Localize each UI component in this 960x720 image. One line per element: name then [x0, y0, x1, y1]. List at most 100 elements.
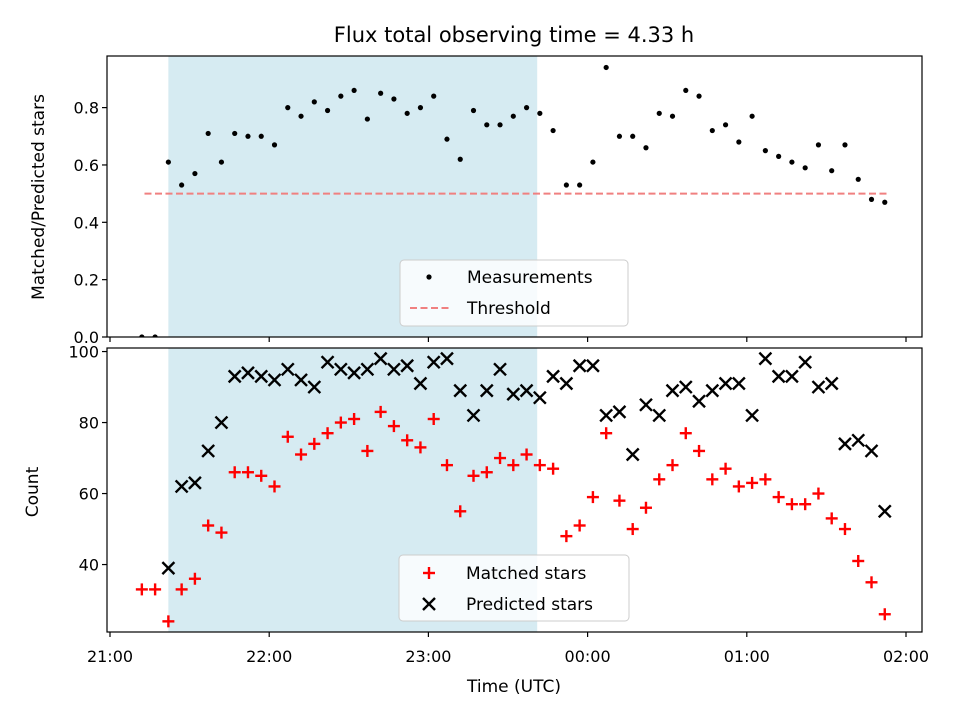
- matched-star-point: [295, 448, 308, 461]
- ratio-y-tick-label: 0.2: [74, 271, 99, 290]
- measurement-point: [351, 87, 357, 94]
- matched-star-point: [308, 437, 321, 450]
- predicted-star-point: [161, 561, 176, 575]
- matched-star-point: [878, 608, 891, 621]
- measurement-point: [669, 113, 676, 119]
- count-y-tick-label: 100: [68, 343, 99, 362]
- predicted-star-point: [413, 376, 428, 391]
- predicted-star-point: [360, 362, 375, 377]
- predicted-star-point: [838, 437, 852, 451]
- predicted-star-point: [320, 355, 335, 370]
- x-tick-label: 00:00: [565, 647, 611, 666]
- ratio-y-tick-label: 0.8: [74, 99, 99, 118]
- measurement-point: [378, 90, 384, 96]
- matched-star-point: [838, 523, 851, 536]
- matched-star-point: [520, 448, 533, 461]
- matched-star-point: [268, 480, 281, 493]
- matched-star-point: [719, 462, 732, 475]
- legend-label-matched: Matched stars: [466, 564, 586, 584]
- predicted-star-point: [466, 408, 481, 423]
- matched-star-point: [188, 572, 201, 585]
- predicted-star-point: [519, 383, 534, 398]
- measurement-point: [722, 122, 729, 128]
- matched-star-point: [693, 444, 706, 457]
- matched-star-point: [865, 576, 878, 589]
- predicted-star-point: [758, 351, 773, 366]
- predicted-star-point: [347, 366, 361, 380]
- matched-star-point: [600, 427, 613, 440]
- measurement-point: [218, 159, 225, 165]
- matched-star-point: [679, 427, 692, 440]
- matched-star-point: [175, 583, 188, 596]
- measurement-point: [444, 136, 450, 142]
- measurement-point: [616, 133, 623, 139]
- matched-star-point: [387, 420, 400, 433]
- predicted-star-point: [280, 362, 295, 377]
- predicted-star-point: [877, 504, 892, 519]
- matched-star-point: [374, 405, 387, 418]
- matched-star-point: [706, 473, 719, 486]
- measurement-point: [417, 105, 424, 111]
- predicted-star-point: [241, 366, 255, 380]
- matched-star-point: [560, 530, 573, 543]
- legend-marker-matched: [423, 567, 435, 579]
- predicted-star-point: [559, 376, 574, 391]
- predicted-star-point: [201, 444, 216, 458]
- predicted-star-point: [440, 351, 454, 366]
- measurement-point: [285, 105, 291, 111]
- predicted-star-point: [400, 358, 415, 373]
- matched-star-point: [414, 441, 427, 454]
- predicted-star-point: [771, 369, 786, 384]
- predicted-star-point: [745, 408, 759, 423]
- measurement-point: [882, 199, 888, 205]
- ratio-y-tick-label: 0.6: [74, 156, 99, 175]
- measurement-point: [324, 107, 331, 114]
- matched-star-point: [626, 523, 639, 536]
- measurement-point: [192, 170, 198, 177]
- predicted-star-point: [453, 383, 468, 398]
- matched-star-point: [812, 487, 825, 500]
- matched-star-point: [135, 583, 148, 596]
- measurement-point: [577, 182, 583, 188]
- measurement-point: [802, 165, 808, 171]
- predicted-star-point: [294, 373, 308, 387]
- measurement-point: [484, 122, 490, 128]
- measurement-point: [311, 99, 317, 105]
- measurement-point: [563, 182, 569, 188]
- predicted-star-point: [798, 355, 813, 370]
- measurement-point: [470, 107, 477, 114]
- matched-star-point: [785, 498, 798, 511]
- matched-star-point: [401, 434, 414, 447]
- measurement-point: [789, 159, 795, 165]
- predicted-star-point: [625, 447, 640, 462]
- predicted-star-point: [864, 444, 879, 458]
- measurement-point: [523, 105, 530, 111]
- measurement-point: [510, 113, 516, 119]
- predicted-star-point: [731, 376, 746, 391]
- predicted-star-point: [718, 376, 733, 391]
- measurement-point: [749, 113, 755, 119]
- measurement-point: [762, 148, 768, 154]
- legend-label-measurements: Measurements: [467, 268, 593, 288]
- ratio-y-tick-label: 0.4: [74, 213, 99, 232]
- measurement-point: [683, 87, 689, 94]
- measurement-point: [338, 93, 344, 99]
- matched-star-point: [533, 459, 546, 472]
- measurement-point: [590, 159, 596, 165]
- measurement-point: [391, 96, 397, 102]
- ratio-panel: 0.00.20.40.60.8 Matched/Predicted stars …: [29, 55, 923, 347]
- matched-star-point: [613, 494, 626, 507]
- predicted-star-point: [639, 397, 653, 412]
- matched-star-point: [348, 413, 361, 425]
- predicted-star-point: [599, 408, 614, 423]
- measurement-point: [457, 156, 463, 162]
- predicted-star-point: [254, 369, 269, 384]
- matched-star-point: [454, 505, 467, 518]
- count-y-tick-label: 60: [79, 485, 99, 504]
- matched-star-point: [799, 498, 812, 511]
- predicted-star-point: [387, 362, 401, 377]
- predicted-star-point: [652, 408, 667, 423]
- measurement-point: [550, 127, 556, 134]
- measurement-point: [829, 168, 835, 174]
